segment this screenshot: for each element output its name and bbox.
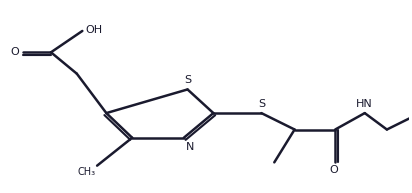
- Text: OH: OH: [85, 25, 103, 35]
- Text: O: O: [330, 165, 339, 175]
- Text: HN: HN: [356, 99, 372, 109]
- Text: O: O: [11, 47, 19, 57]
- Text: S: S: [258, 99, 265, 109]
- Text: N: N: [186, 142, 194, 152]
- Text: S: S: [184, 75, 191, 85]
- Text: CH₃: CH₃: [77, 167, 95, 177]
